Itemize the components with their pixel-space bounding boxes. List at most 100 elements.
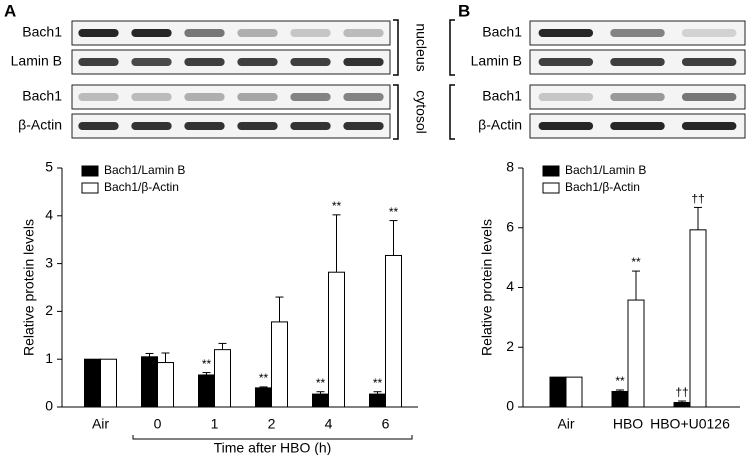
bar: [328, 271, 345, 408]
legend-swatch: [542, 165, 560, 177]
blot-band: [290, 93, 331, 101]
blot-band: [290, 58, 331, 66]
significance: **: [316, 376, 326, 390]
significance: **: [259, 371, 269, 385]
bar: [627, 299, 645, 408]
bar: [141, 356, 158, 408]
y-tick-label: 6: [506, 218, 514, 234]
blot-frame: [71, 113, 391, 139]
blot-label: β-Actin: [478, 117, 522, 133]
bar: [565, 376, 583, 408]
blot-band: [343, 122, 384, 130]
legend-label: Bach1/β-Actin: [104, 180, 179, 194]
bar: [255, 387, 272, 408]
y-tick-label: 4: [506, 278, 514, 294]
blot-band: [681, 93, 737, 101]
bar: [214, 349, 231, 408]
blot-label: Bach1: [22, 88, 62, 104]
blot-band: [131, 29, 172, 37]
blot-band: [78, 58, 119, 66]
blot-group: nucleus: [413, 23, 429, 71]
blot-band: [538, 58, 594, 66]
blot-band: [681, 58, 737, 66]
bar: [157, 362, 174, 408]
blot-band: [78, 122, 119, 130]
bar: [385, 254, 402, 408]
blot-band: [131, 58, 172, 66]
blot-label: Lamin B: [471, 53, 522, 69]
x-tick-label: 1: [211, 416, 219, 432]
blot-band: [538, 29, 594, 37]
significance: **: [631, 255, 641, 269]
legend-label: Bach1/Lamin B: [565, 163, 646, 177]
blot-label: Bach1: [482, 88, 522, 104]
legend-swatch: [81, 165, 99, 177]
y-tick-label: 2: [45, 302, 53, 318]
bracket: [393, 84, 399, 140]
bar: [100, 358, 117, 408]
blot-band: [131, 93, 172, 101]
y-tick-label: 0: [506, 398, 514, 414]
blot-label: Bach1: [482, 24, 522, 40]
x-tick-label: 0: [154, 416, 162, 432]
x-tick-label: 2: [268, 416, 276, 432]
blot-band: [237, 93, 278, 101]
y-tick-label: 1: [45, 350, 53, 366]
x-tick-label: HBO+U0126: [650, 416, 730, 432]
bracket: [393, 19, 399, 76]
y-tick-label: 4: [45, 207, 53, 223]
bracket: [449, 19, 455, 76]
blot-band: [290, 29, 331, 37]
significance: **: [389, 205, 399, 219]
legend-swatch: [81, 182, 99, 194]
x-axis-label: Time after HBO (h): [214, 440, 332, 455]
y-tick-label: 0: [45, 398, 53, 414]
blot-band: [184, 58, 225, 66]
x-tick-label: Air: [92, 416, 109, 432]
bar: [369, 393, 386, 408]
x-tick-label: 6: [382, 416, 390, 432]
significance: **: [202, 357, 212, 371]
blot-frame: [71, 49, 391, 75]
bar: [549, 376, 567, 408]
blot-band: [78, 29, 119, 37]
blot-band: [610, 58, 665, 66]
y-axis-label: Relative protein levels: [21, 219, 37, 356]
blot-band: [131, 122, 172, 130]
blot-band: [237, 58, 278, 66]
legend-label: Bach1/Lamin B: [104, 163, 185, 177]
y-tick-label: 5: [45, 159, 53, 175]
blot-band: [681, 122, 737, 130]
panel-label: B: [458, 1, 470, 20]
significance: **: [615, 374, 625, 388]
blot-band: [237, 29, 278, 37]
blot-band: [538, 93, 594, 101]
blot-label: β-Actin: [18, 117, 62, 133]
blot-band: [184, 122, 225, 130]
bar: [673, 402, 691, 408]
significance: **: [373, 376, 383, 390]
blot-frame: [71, 20, 391, 46]
x-tick-label: 4: [325, 416, 333, 432]
blot-band: [343, 93, 384, 101]
x-tick-label: HBO: [613, 416, 643, 432]
x-group-bracket: [132, 435, 413, 440]
bar: [198, 374, 215, 408]
significance: **: [332, 199, 342, 213]
x-tick-label: Air: [557, 416, 574, 432]
blot-band: [290, 122, 331, 130]
blot-band: [343, 29, 384, 37]
blot-frame: [71, 84, 391, 110]
y-tick-label: 2: [506, 338, 514, 354]
blot-band: [343, 58, 384, 66]
significance: ††: [675, 385, 688, 399]
bar: [84, 358, 101, 408]
blot-band: [237, 122, 278, 130]
bracket: [449, 84, 455, 140]
y-tick-label: 8: [506, 159, 514, 175]
significance: ††: [691, 192, 704, 206]
bar: [271, 321, 288, 408]
blot-band: [78, 93, 119, 101]
